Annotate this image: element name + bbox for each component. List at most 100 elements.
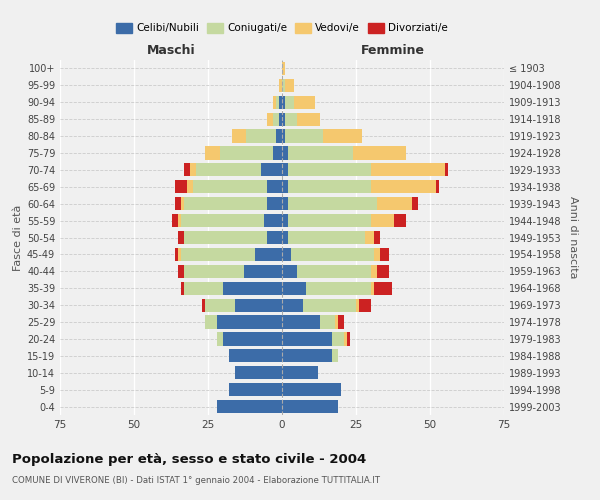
Bar <box>279 112 282 126</box>
Bar <box>356 298 359 312</box>
Bar <box>374 248 380 261</box>
Bar <box>371 264 377 278</box>
Bar <box>285 96 294 109</box>
Text: Maschi: Maschi <box>146 44 196 57</box>
Bar <box>256 248 282 261</box>
Bar <box>297 112 320 126</box>
Bar <box>244 264 282 278</box>
Bar <box>288 231 365 244</box>
Bar <box>335 316 338 328</box>
Bar <box>353 146 406 160</box>
Bar <box>297 264 371 278</box>
Text: Popolazione per età, sesso e stato civile - 2004: Popolazione per età, sesso e stato civil… <box>12 452 366 466</box>
Bar <box>178 231 184 244</box>
Bar <box>332 332 344 345</box>
Bar <box>282 264 297 278</box>
Bar <box>412 197 418 210</box>
Bar <box>202 298 205 312</box>
Bar <box>282 112 285 126</box>
Bar <box>217 400 282 413</box>
Bar <box>217 316 282 328</box>
Bar <box>288 197 377 210</box>
Bar <box>273 96 276 109</box>
Bar <box>178 214 181 227</box>
Bar <box>282 62 285 75</box>
Bar <box>282 146 288 160</box>
Bar <box>282 130 285 142</box>
Y-axis label: Fasce di età: Fasce di età <box>13 204 23 270</box>
Bar <box>229 349 282 362</box>
Text: COMUNE DI VIVERONE (BI) - Dati ISTAT 1° gennaio 2004 - Elaborazione TUTTITALIA.I: COMUNE DI VIVERONE (BI) - Dati ISTAT 1° … <box>12 476 380 485</box>
Bar <box>273 112 279 126</box>
Bar <box>172 214 178 227</box>
Bar <box>285 112 297 126</box>
Bar <box>205 298 235 312</box>
Bar <box>229 383 282 396</box>
Bar <box>276 130 282 142</box>
Bar <box>187 180 193 194</box>
Bar <box>394 214 406 227</box>
Bar <box>282 180 288 194</box>
Bar <box>282 79 285 92</box>
Bar <box>247 130 276 142</box>
Bar <box>223 282 282 295</box>
Bar <box>181 282 184 295</box>
Bar <box>175 248 178 261</box>
Bar <box>235 298 282 312</box>
Bar <box>184 264 244 278</box>
Y-axis label: Anni di nascita: Anni di nascita <box>568 196 578 279</box>
Bar <box>184 197 267 210</box>
Bar <box>288 214 371 227</box>
Bar <box>205 316 217 328</box>
Bar <box>371 180 436 194</box>
Bar <box>193 180 267 194</box>
Bar <box>190 164 196 176</box>
Bar <box>181 214 264 227</box>
Bar <box>184 231 267 244</box>
Bar <box>303 298 356 312</box>
Bar <box>288 180 371 194</box>
Bar <box>359 298 371 312</box>
Bar <box>285 130 323 142</box>
Bar <box>377 197 412 210</box>
Bar <box>276 96 279 109</box>
Bar <box>338 316 344 328</box>
Bar <box>436 180 439 194</box>
Bar <box>267 197 282 210</box>
Bar <box>232 130 247 142</box>
Bar <box>267 180 282 194</box>
Bar <box>282 282 305 295</box>
Bar <box>305 282 371 295</box>
Bar <box>279 79 282 92</box>
Bar <box>288 146 353 160</box>
Bar <box>279 96 282 109</box>
Bar <box>181 197 184 210</box>
Legend: Celibi/Nubili, Coniugati/e, Vedovi/e, Divorziati/e: Celibi/Nubili, Coniugati/e, Vedovi/e, Di… <box>112 19 452 38</box>
Bar <box>282 248 291 261</box>
Text: Femmine: Femmine <box>361 44 425 57</box>
Bar <box>365 231 374 244</box>
Bar <box>282 164 288 176</box>
Bar <box>267 231 282 244</box>
Bar <box>377 264 389 278</box>
Bar <box>371 214 394 227</box>
Bar <box>371 164 445 176</box>
Bar <box>205 146 220 160</box>
Bar <box>282 96 285 109</box>
Bar <box>282 349 332 362</box>
Bar <box>235 366 282 380</box>
Bar <box>282 400 338 413</box>
Bar <box>264 214 282 227</box>
Bar <box>323 130 362 142</box>
Bar <box>217 332 223 345</box>
Bar <box>267 112 273 126</box>
Bar <box>374 231 380 244</box>
Bar <box>285 79 294 92</box>
Bar <box>320 316 335 328</box>
Bar <box>282 332 332 345</box>
Bar <box>282 214 288 227</box>
Bar <box>445 164 448 176</box>
Bar <box>288 164 371 176</box>
Bar <box>178 248 181 261</box>
Bar <box>291 248 374 261</box>
